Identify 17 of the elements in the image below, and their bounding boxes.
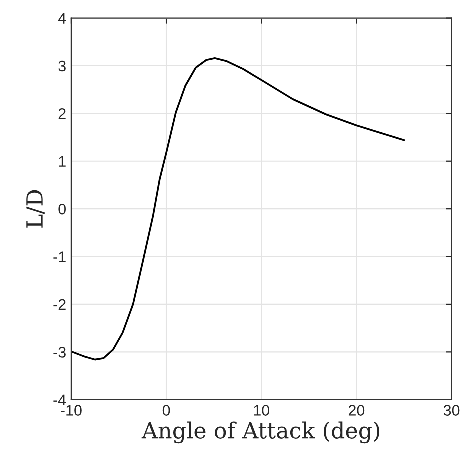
y-tick-label: 0 (58, 204, 66, 215)
y-axis-title: L/D (26, 190, 45, 228)
x-tick-label: -10 (61, 405, 82, 416)
x-tick-label: 30 (444, 405, 460, 416)
x-tick-label: 0 (162, 405, 170, 416)
x-tick-label: 10 (254, 405, 270, 416)
y-tick-label: 1 (59, 156, 66, 167)
y-tick-label: -4 (54, 394, 66, 406)
y-tick-label: 4 (58, 13, 66, 24)
y-tick-label: 2 (58, 108, 66, 120)
x-axis-title: Angle of Attack (deg) (142, 422, 380, 444)
y-tick-label: 3 (58, 60, 66, 72)
y-tick-label: -2 (54, 299, 66, 310)
y-tick-label: -3 (54, 347, 66, 358)
x-tick-label: 20 (348, 405, 365, 416)
y-tick-label: -1 (54, 252, 66, 262)
line-series (71, 57, 406, 361)
